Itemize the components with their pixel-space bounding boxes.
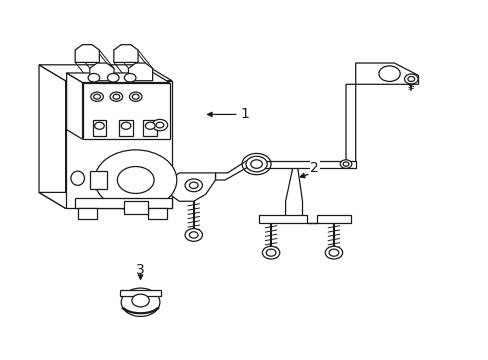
Polygon shape xyxy=(75,198,172,208)
Circle shape xyxy=(404,74,417,84)
Circle shape xyxy=(113,94,120,99)
Polygon shape xyxy=(120,290,161,296)
Polygon shape xyxy=(66,73,82,139)
Circle shape xyxy=(325,246,342,259)
Circle shape xyxy=(145,122,155,129)
Polygon shape xyxy=(355,63,418,84)
Polygon shape xyxy=(90,171,106,189)
Polygon shape xyxy=(93,120,106,136)
Circle shape xyxy=(121,122,131,129)
Polygon shape xyxy=(82,82,169,139)
Circle shape xyxy=(107,73,119,82)
Circle shape xyxy=(94,94,100,99)
Circle shape xyxy=(124,73,136,82)
Circle shape xyxy=(156,122,163,128)
Polygon shape xyxy=(39,65,172,81)
Text: 3: 3 xyxy=(136,264,144,278)
Polygon shape xyxy=(246,161,355,168)
Circle shape xyxy=(189,182,198,189)
Circle shape xyxy=(91,92,103,101)
Polygon shape xyxy=(114,45,138,62)
Polygon shape xyxy=(285,168,302,222)
Polygon shape xyxy=(259,215,350,222)
Circle shape xyxy=(88,73,100,82)
Circle shape xyxy=(95,122,104,129)
Polygon shape xyxy=(90,63,114,81)
Text: 1: 1 xyxy=(240,107,248,121)
Circle shape xyxy=(184,229,202,241)
Circle shape xyxy=(378,66,399,81)
Polygon shape xyxy=(128,63,152,81)
Ellipse shape xyxy=(71,171,84,185)
Polygon shape xyxy=(66,73,169,82)
Circle shape xyxy=(110,92,122,101)
Circle shape xyxy=(343,162,348,166)
Polygon shape xyxy=(75,45,99,62)
Circle shape xyxy=(328,249,338,256)
Circle shape xyxy=(184,179,202,192)
Polygon shape xyxy=(119,120,133,136)
Polygon shape xyxy=(215,161,246,180)
Circle shape xyxy=(262,246,279,259)
Polygon shape xyxy=(78,208,97,219)
Circle shape xyxy=(407,77,414,81)
Circle shape xyxy=(95,150,177,210)
Polygon shape xyxy=(39,65,65,208)
Polygon shape xyxy=(169,173,215,201)
Polygon shape xyxy=(65,81,172,208)
Circle shape xyxy=(132,294,149,307)
Circle shape xyxy=(132,94,139,99)
Circle shape xyxy=(117,167,154,193)
Text: 2: 2 xyxy=(309,161,318,175)
Circle shape xyxy=(265,249,275,256)
Circle shape xyxy=(121,288,160,316)
Polygon shape xyxy=(123,201,147,214)
Circle shape xyxy=(245,156,266,172)
Circle shape xyxy=(189,232,198,238)
Circle shape xyxy=(340,160,351,168)
Circle shape xyxy=(129,92,142,101)
Circle shape xyxy=(250,160,262,168)
Polygon shape xyxy=(39,192,172,208)
Polygon shape xyxy=(143,120,157,136)
Circle shape xyxy=(152,120,167,131)
Polygon shape xyxy=(147,208,167,219)
Polygon shape xyxy=(292,84,355,168)
